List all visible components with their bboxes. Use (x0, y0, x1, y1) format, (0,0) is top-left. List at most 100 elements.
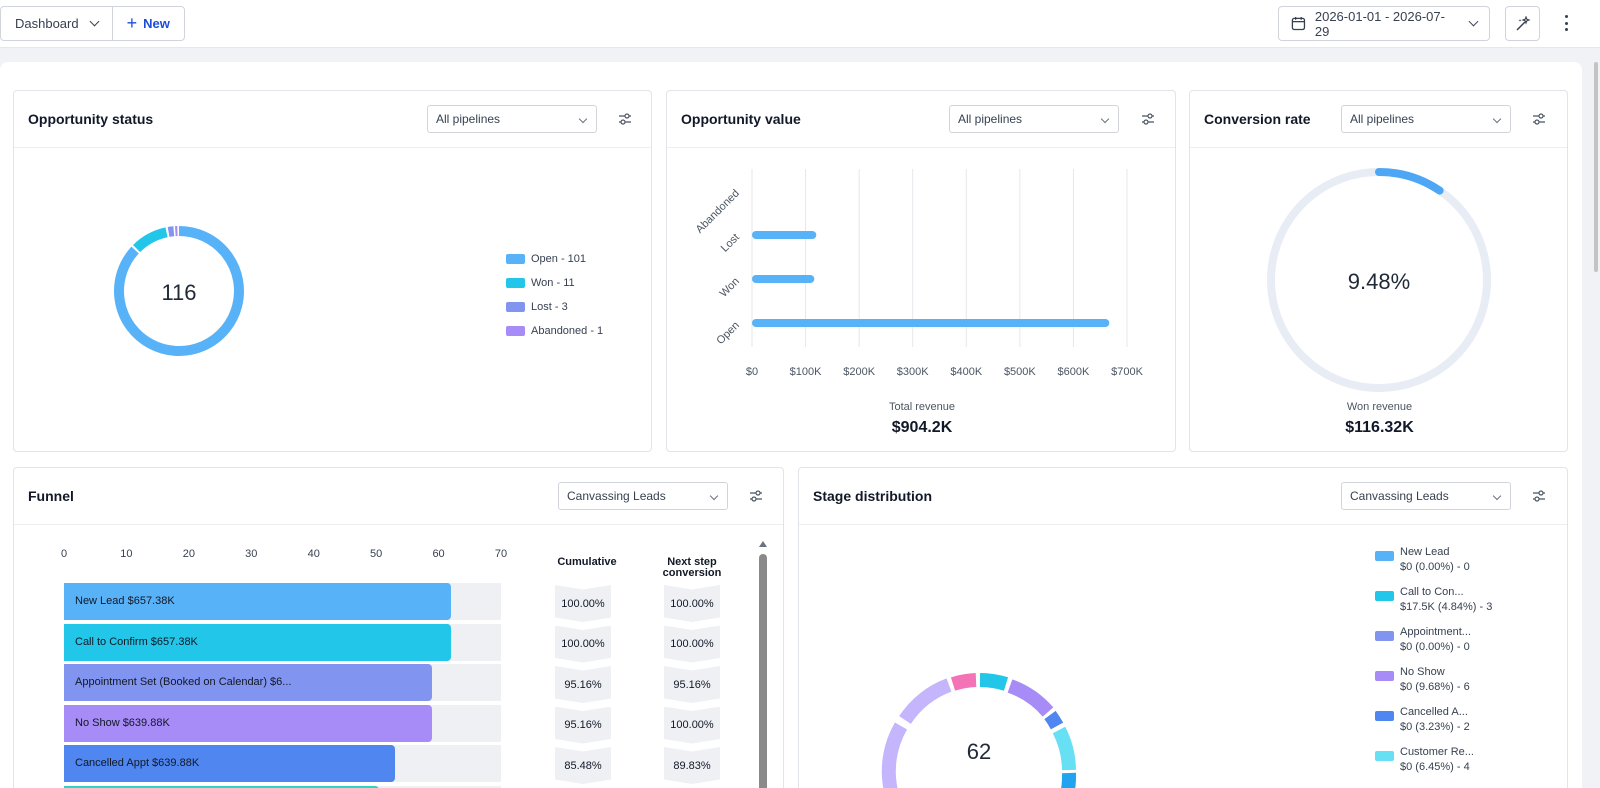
funnel-bar[interactable] (64, 664, 433, 701)
legend-text: Call to Con... $17.5K (4.84%) - 3 (1400, 585, 1492, 615)
stage-segment[interactable] (1044, 710, 1064, 730)
page-scrollbar[interactable] (1594, 62, 1598, 272)
funnel-bar[interactable] (64, 623, 452, 661)
legend-label: Open - 101 (531, 253, 587, 265)
pipeline-select[interactable]: All pipelines (949, 105, 1119, 133)
sparkle-wand-icon (1515, 15, 1531, 31)
new-button[interactable]: + New (111, 7, 184, 40)
funnel-bar-label: New Lead $657.38K (75, 595, 175, 607)
dashboard-dropdown[interactable]: Dashboard (1, 7, 112, 40)
card-header: Conversion rate All pipelines (1190, 91, 1567, 148)
funnel-row[interactable]: Cancelled Appt $639.88K (64, 745, 501, 782)
value-bar[interactable] (752, 275, 815, 283)
legend-swatch (506, 326, 525, 336)
y-category-label: Lost (719, 231, 742, 254)
new-label: New (143, 16, 170, 31)
funnel-x-tick: 60 (432, 548, 445, 560)
pipeline-select[interactable]: All pipelines (1341, 105, 1511, 133)
y-category-label: Won (718, 275, 742, 299)
legend-won[interactable]: Won - 11 (506, 277, 575, 289)
date-range-picker[interactable]: 2026-01-01 - 2026-07-29 (1278, 6, 1490, 41)
legend-label: Won - 11 (531, 277, 575, 289)
funnel-scrollbar[interactable] (759, 554, 767, 788)
y-category-label: Open (714, 319, 742, 347)
status-donut-chart: 116 (114, 226, 244, 356)
next-step-cell: 95.16% (664, 666, 720, 703)
legend-stage-detail: $0 (9.68%) - 6 (1400, 681, 1470, 693)
chevron-down-icon (1468, 16, 1479, 27)
pipeline-select-value: Canvassing Leads (1350, 489, 1449, 503)
pipeline-select[interactable]: All pipelines (427, 105, 597, 133)
chevron-down-icon (578, 114, 588, 124)
filter-sliders-icon[interactable] (1531, 111, 1547, 127)
x-tick-label: $600K (1058, 366, 1090, 378)
stage-distribution-card: Stage distribution Canvassing Leads 62 N… (798, 467, 1568, 788)
opportunity-status-card: Opportunity status All pipelines 116 Ope… (13, 90, 652, 452)
stage-segment[interactable] (1007, 679, 1054, 717)
more-options-icon[interactable] (1560, 12, 1572, 34)
total-revenue-label: Total revenue (888, 401, 956, 413)
funnel-x-tick: 10 (120, 548, 133, 560)
legend-open[interactable]: Open - 101 (506, 253, 586, 265)
stage-segment[interactable] (1061, 772, 1077, 788)
y-category-label: Abandoned (694, 187, 742, 235)
next-step-cell: 89.83% (664, 747, 720, 784)
funnel-x-tick: 50 (370, 548, 383, 560)
filter-sliders-icon[interactable] (1531, 488, 1547, 504)
top-bar: Dashboard + New 2026-01-01 - 2026-07-29 (0, 0, 1600, 48)
scroll-up-arrow-icon[interactable] (759, 541, 767, 547)
x-tick-label: $700K (1111, 366, 1143, 378)
funnel-row[interactable]: New Lead $657.38K (64, 583, 501, 620)
stage-segment[interactable] (899, 678, 952, 725)
legend-lost[interactable]: Lost - 3 (506, 301, 568, 313)
value-bar[interactable] (752, 319, 1110, 327)
filter-sliders-icon[interactable] (617, 111, 633, 127)
legend-abandoned[interactable]: Abandoned - 1 (506, 325, 603, 337)
x-tick-label: $100K (790, 366, 822, 378)
card-header: Funnel Canvassing Leads (14, 468, 783, 525)
stage-segment[interactable] (950, 673, 977, 691)
cumulative-cell: 100.00% (555, 625, 611, 663)
next-step-header: Next step conversion (657, 557, 727, 579)
stage-segment[interactable] (881, 722, 908, 788)
funnel-bar-label: Appointment Set (Booked on Calendar) $6.… (75, 676, 292, 688)
x-tick-label: $300K (897, 366, 929, 378)
legend-stage-name: New Lead (1400, 546, 1450, 558)
funnel-bar[interactable] (64, 583, 452, 620)
pipeline-select[interactable]: Canvassing Leads (1341, 482, 1511, 510)
magic-button[interactable] (1505, 6, 1540, 41)
funnel-row-partial (64, 786, 501, 788)
legend-text: Appointment... $0 (0.00%) - 0 (1400, 625, 1471, 655)
stage-segment[interactable] (1052, 726, 1076, 771)
filter-sliders-icon[interactable] (748, 488, 764, 504)
plus-icon: + (126, 13, 138, 33)
opportunity-value-card: Opportunity value All pipelines $0 $100K $… (666, 90, 1176, 452)
funnel-bar[interactable] (64, 745, 395, 782)
funnel-card: Funnel Canvassing Leads 0 10 20 30 40 50 60 70 … (13, 467, 784, 788)
funnel-x-tick: 20 (182, 548, 195, 560)
legend-label: Abandoned - 1 (531, 325, 604, 337)
legend-swatch (506, 302, 525, 312)
value-bar[interactable] (752, 231, 817, 239)
funnel-bar[interactable] (64, 704, 433, 742)
funnel-row[interactable]: No Show $639.88K (64, 704, 501, 742)
cumulative-header: Cumulative (557, 556, 617, 568)
stage-segment[interactable] (979, 673, 1009, 691)
opportunity-value-bar-chart: $0 $100K $200K $300K $400K $500K $600K $700K Aba… (694, 169, 1144, 378)
status-donut-segment[interactable] (114, 226, 244, 356)
chevron-down-icon (89, 16, 100, 27)
status-donut-segment[interactable] (133, 227, 168, 253)
card-header: Opportunity value All pipelines (667, 91, 1175, 148)
x-tick-label: $400K (950, 366, 982, 378)
legend-stage-name: Cancelled A... (1400, 706, 1468, 718)
funnel-x-tick: 30 (245, 548, 258, 560)
filter-sliders-icon[interactable] (1140, 111, 1156, 127)
funnel-row[interactable]: Call to Confirm $657.38K (64, 623, 501, 661)
conversion-gauge: 9.48% (1267, 168, 1491, 392)
chevron-down-icon (1492, 491, 1502, 501)
card-title: Opportunity value (681, 111, 801, 127)
funnel-row[interactable]: Appointment Set (Booked on Calendar) $6.… (64, 664, 501, 701)
pipeline-select[interactable]: Canvassing Leads (558, 482, 728, 510)
status-donut-segment[interactable] (167, 226, 175, 237)
next-step-cell: 100.00% (664, 706, 720, 744)
